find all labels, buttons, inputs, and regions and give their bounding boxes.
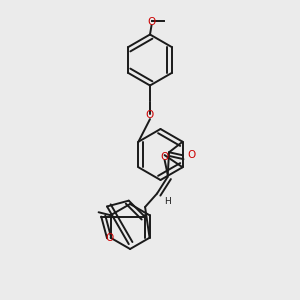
Text: O: O (105, 233, 113, 243)
Text: O: O (146, 110, 154, 121)
Text: O: O (147, 17, 156, 27)
Text: O: O (160, 152, 169, 163)
Text: H: H (165, 196, 171, 206)
Text: O: O (187, 150, 195, 160)
